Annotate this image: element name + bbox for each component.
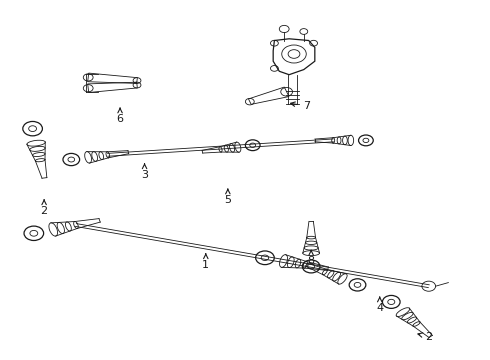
Text: 1: 1 (202, 254, 209, 270)
Text: 2: 2 (41, 200, 48, 216)
Text: 3: 3 (141, 164, 148, 180)
Text: 2: 2 (418, 332, 432, 342)
Text: 5: 5 (224, 189, 231, 205)
Text: 8: 8 (308, 250, 315, 266)
Text: 4: 4 (376, 297, 383, 313)
Text: 7: 7 (291, 101, 310, 111)
Text: 6: 6 (117, 108, 123, 124)
